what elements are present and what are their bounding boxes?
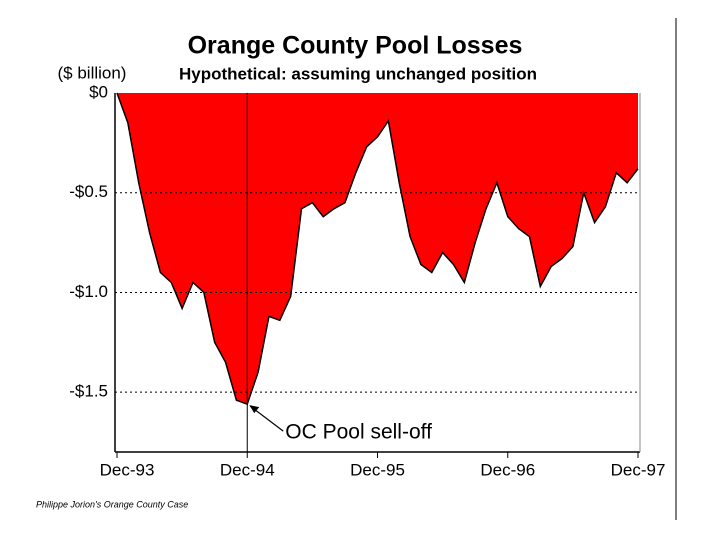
area-line: [116, 92, 639, 406]
y-tick-label: -$1.0: [69, 282, 108, 301]
source-note: Philippe Jorion's Orange County Case: [36, 499, 188, 509]
y-axis-label: ($ billion): [58, 63, 127, 82]
x-tick-label: Dec-96: [480, 460, 535, 479]
area: [117, 93, 638, 405]
x-tick-label: Dec-97: [611, 460, 666, 479]
arrow-head: [249, 405, 260, 414]
chart-subtitle: Hypothetical: assuming unchanged positio…: [179, 64, 537, 83]
y-tick-label: $0: [89, 82, 108, 101]
x-tick-label: Dec-95: [350, 460, 405, 479]
x-tick-label: Dec-94: [220, 460, 275, 479]
x-tick-label: Dec-93: [100, 460, 155, 479]
annotation: OC Pool sell-off: [285, 421, 432, 444]
y-tick-label: -$1.5: [69, 382, 108, 401]
y-tick-label: -$0.5: [69, 182, 108, 201]
chart-title: Orange County Pool Losses: [188, 32, 523, 60]
